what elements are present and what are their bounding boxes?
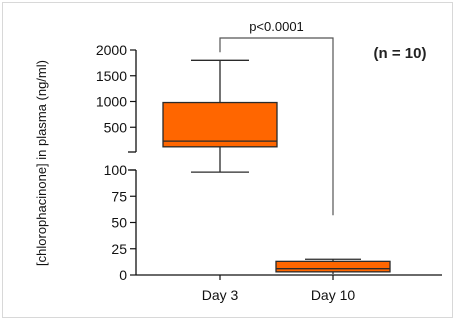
y-upper-tick-label-2000: 2000 [96, 42, 127, 58]
significance-label: p<0.0001 [249, 19, 304, 34]
y-upper-tick-label-1000: 1000 [96, 94, 127, 110]
sample-size-label: (n = 10) [374, 45, 427, 62]
box-1 [275, 260, 391, 273]
y-axis-title: [chlorophacinone] in plasma (ng/ml) [34, 60, 49, 266]
boxes-layer [162, 59, 391, 274]
y-lower-tick-label-50: 50 [111, 215, 127, 231]
significance-bracket [219, 37, 334, 216]
y-lower-tick-label-100: 100 [104, 162, 128, 178]
x-tick-label-day-3: Day 3 [202, 287, 239, 303]
y-upper-tick-label-500: 500 [104, 119, 128, 135]
axes-layer [128, 50, 442, 280]
box-0 [162, 101, 278, 148]
y-lower-tick-label-75: 75 [111, 188, 127, 204]
y-lower-tick-label-0: 0 [119, 267, 127, 283]
y-upper-tick-label-1500: 1500 [96, 68, 127, 84]
y-ticks-layer: 500 1000 1500 2000 0 25 50 75 100 [96, 42, 136, 283]
annotation-layer: p<0.0001 (n = 10) [219, 19, 427, 216]
x-tick-label-day-10: Day 10 [311, 287, 356, 303]
y-lower-tick-label-25: 25 [111, 241, 127, 257]
